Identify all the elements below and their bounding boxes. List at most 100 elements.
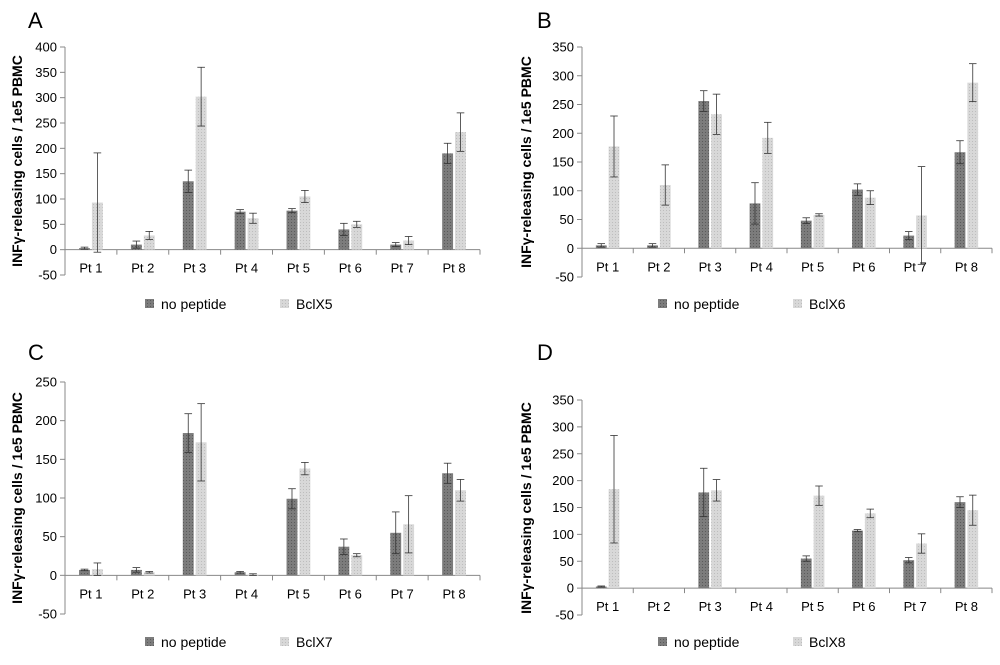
bar [442, 473, 454, 576]
bar [299, 196, 311, 250]
bar [954, 152, 966, 249]
y-tick-label: 200 [552, 473, 574, 488]
bar [390, 244, 402, 250]
y-tick-label: 0 [50, 568, 57, 583]
bar [338, 546, 350, 576]
bar [455, 132, 466, 250]
y-tick-label: 0 [567, 241, 574, 256]
legend-swatch [793, 637, 802, 646]
legend-label: no peptide [161, 634, 227, 650]
panel-letter: C [28, 340, 44, 365]
y-tick-label: 250 [35, 116, 57, 131]
y-axis-label: INFγ-releasing cells / 1e5 PBMC [518, 402, 534, 614]
y-tick-label: 100 [552, 527, 574, 542]
panel-letter: A [28, 8, 43, 33]
legend-swatch [658, 637, 667, 646]
y-tick-label: -50 [555, 608, 574, 623]
y-tick-label: 150 [35, 452, 57, 467]
y-tick-label: -50 [38, 268, 57, 283]
x-tick-label: Pt 6 [852, 259, 875, 274]
x-tick-label: Pt 8 [443, 586, 466, 601]
bar [954, 502, 966, 589]
x-tick-label: Pt 6 [852, 599, 875, 614]
bar [852, 189, 863, 249]
bar [286, 498, 298, 576]
x-tick-label: Pt 8 [955, 259, 978, 274]
legend-swatch [280, 299, 289, 308]
legend-swatch [793, 299, 802, 308]
y-tick-label: 300 [552, 419, 574, 434]
x-tick-label: Pt 7 [904, 259, 927, 274]
y-tick-label: 100 [35, 491, 57, 506]
bar [195, 96, 207, 250]
y-tick-label: -50 [38, 607, 57, 622]
y-tick-label: 300 [35, 90, 57, 105]
x-tick-label: Pt 4 [750, 599, 773, 614]
legend-label: BclX8 [809, 634, 846, 650]
bar [903, 560, 915, 589]
bar [864, 513, 876, 589]
y-tick-label: 50 [43, 529, 57, 544]
x-tick-label: Pt 6 [339, 261, 362, 276]
x-tick-label: Pt 1 [79, 586, 102, 601]
y-tick-label: 150 [552, 155, 574, 170]
bar [143, 235, 155, 250]
y-axis-label: INFγ-releasing cells / 1e5 PBMC [518, 56, 534, 268]
y-tick-label: 100 [35, 192, 57, 207]
y-tick-label: 0 [50, 242, 57, 257]
bar [967, 82, 979, 249]
y-tick-label: 350 [552, 393, 574, 408]
bar [698, 101, 710, 249]
bar [247, 218, 259, 250]
x-tick-label: Pt 8 [955, 599, 978, 614]
x-tick-label: Pt 2 [131, 261, 154, 276]
panel-letter: D [537, 340, 553, 365]
bar [749, 203, 761, 249]
legend-swatch [280, 637, 289, 646]
y-tick-label: 150 [35, 166, 57, 181]
x-tick-label: Pt 7 [391, 261, 414, 276]
bar [916, 543, 927, 589]
y-axis-label: INFγ-releasing cells / 1e5 PBMC [9, 55, 25, 267]
y-tick-label: 350 [35, 65, 57, 80]
x-tick-label: Pt 6 [339, 586, 362, 601]
x-tick-label: Pt 4 [235, 261, 258, 276]
panel-letter: B [537, 8, 552, 33]
bar [852, 530, 863, 589]
bar [403, 240, 415, 250]
y-tick-label: 250 [35, 375, 57, 390]
x-tick-label: Pt 8 [443, 261, 466, 276]
bar [800, 558, 812, 589]
bar [234, 572, 246, 576]
y-tick-label: 150 [552, 500, 574, 515]
y-tick-label: 0 [567, 581, 574, 596]
y-axis-label: INFγ-releasing cells / 1e5 PBMC [9, 392, 25, 604]
bar [608, 146, 620, 249]
y-tick-label: 50 [560, 554, 574, 569]
y-tick-label: 50 [560, 212, 574, 227]
legend-label: no peptide [674, 634, 740, 650]
bar [864, 197, 876, 249]
y-tick-label: 200 [35, 413, 57, 428]
bar [351, 224, 363, 250]
y-tick-label: 200 [552, 126, 574, 141]
x-tick-label: Pt 3 [699, 599, 722, 614]
bar [762, 137, 774, 249]
bar [711, 490, 722, 589]
y-tick-label: 350 [552, 40, 574, 55]
bar [182, 181, 194, 250]
bar [143, 572, 155, 576]
legend-swatch [145, 637, 154, 646]
y-tick-label: 50 [43, 217, 57, 232]
bar [800, 220, 812, 249]
bar [195, 442, 207, 576]
x-tick-label: Pt 4 [235, 586, 258, 601]
bar [903, 235, 915, 249]
bar [442, 153, 454, 250]
y-tick-label: -50 [555, 270, 574, 285]
y-tick-label: 250 [552, 97, 574, 112]
y-tick-label: 400 [35, 40, 57, 55]
x-tick-label: Pt 2 [131, 586, 154, 601]
